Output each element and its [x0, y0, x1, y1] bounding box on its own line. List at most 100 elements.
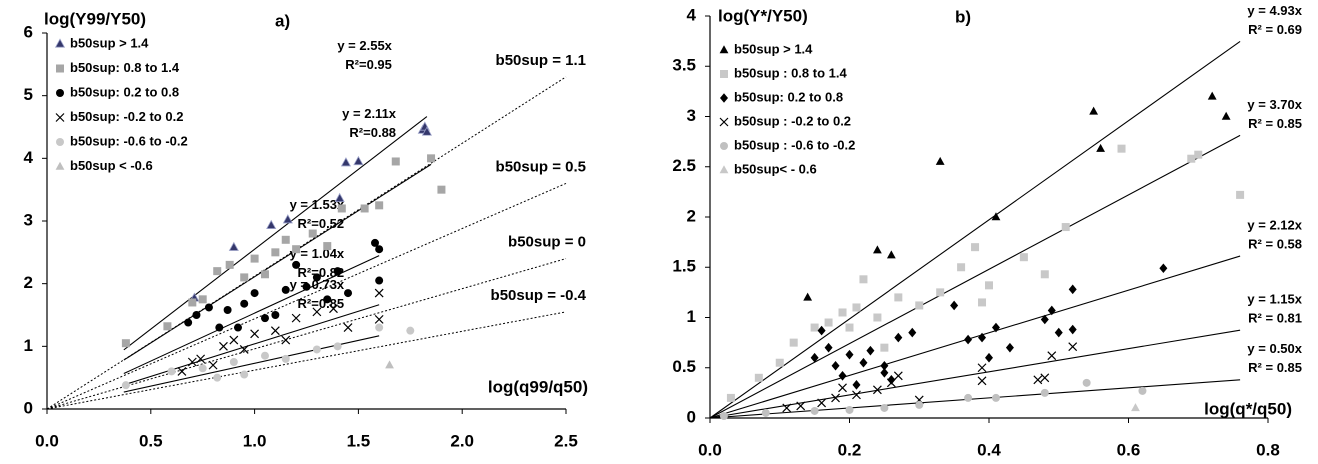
point — [374, 288, 384, 298]
point — [803, 292, 813, 301]
x-tick-label: 0.0 — [698, 440, 722, 459]
y-axis-label: log(Y99/Y50) — [44, 9, 146, 28]
panel-label: b) — [955, 7, 971, 26]
y-tick-label: 3 — [687, 106, 696, 125]
point — [188, 298, 197, 307]
point — [852, 303, 861, 312]
point — [312, 307, 322, 317]
point — [385, 360, 394, 369]
point — [810, 323, 819, 332]
fit-equation: y = 3.70x — [1247, 97, 1302, 112]
legend-label: b50sup: 0.2 to 0.8 — [734, 89, 843, 104]
x-tick-label: 0.4 — [977, 440, 1001, 459]
point — [964, 393, 973, 402]
y-tick-label: 0 — [687, 407, 696, 426]
point — [281, 235, 290, 244]
point — [208, 360, 218, 370]
fit-line — [709, 134, 1241, 419]
point — [312, 273, 321, 282]
fit-r2: R² = 0.85 — [1248, 360, 1302, 375]
point — [340, 157, 352, 167]
reference-label: b50sup = 1.1 — [496, 52, 586, 69]
point — [391, 157, 400, 166]
point — [908, 327, 917, 338]
fit-line — [123, 304, 380, 386]
point — [1054, 327, 1063, 338]
point — [282, 214, 293, 224]
panel-label: a) — [275, 11, 290, 30]
point — [1061, 223, 1070, 232]
point — [1236, 190, 1245, 199]
legend-label: b50sup < -0.6 — [70, 158, 153, 173]
point — [845, 405, 854, 414]
point — [1040, 314, 1049, 325]
point — [229, 358, 238, 366]
legend-marker — [720, 70, 728, 78]
legend-label: b50sup: -0.2 to 0.2 — [70, 109, 183, 124]
point — [167, 367, 176, 376]
point — [824, 318, 833, 327]
point — [1082, 378, 1091, 387]
point — [302, 282, 311, 291]
point — [950, 300, 959, 311]
point — [872, 385, 882, 395]
point — [291, 313, 301, 323]
y-tick-label: 2 — [687, 206, 696, 225]
point — [239, 345, 249, 354]
fit-line — [709, 255, 1241, 419]
point — [1040, 388, 1049, 397]
point — [1089, 106, 1099, 115]
point — [329, 304, 338, 314]
y-tick-label: 1 — [687, 307, 696, 326]
y-tick-label: 4 — [687, 5, 697, 24]
point — [192, 311, 201, 319]
legend-marker — [54, 38, 66, 48]
point — [810, 352, 819, 363]
point — [887, 375, 896, 385]
y-tick-label: 3.5 — [672, 56, 696, 75]
point — [1138, 386, 1147, 395]
point — [371, 238, 380, 247]
fit-r2: R²=0.52 — [298, 216, 345, 231]
y-tick-label: 5 — [24, 85, 33, 104]
point — [1019, 253, 1028, 262]
fit-r2: R²=0.85 — [298, 296, 345, 311]
fit-r2: R²=0.88 — [349, 125, 396, 140]
point — [421, 126, 432, 136]
point — [374, 314, 384, 324]
point — [1047, 351, 1057, 361]
point — [121, 381, 130, 390]
y-tick-label: 2 — [24, 273, 33, 292]
point — [810, 406, 819, 415]
point — [831, 393, 840, 403]
point — [270, 326, 280, 336]
fit-r2: R² = 0.58 — [1248, 237, 1302, 252]
legend-label: b50sup: 0.2 to 0.8 — [70, 84, 179, 99]
point — [228, 241, 239, 251]
fit-line — [123, 116, 428, 351]
point — [334, 192, 345, 203]
point — [427, 154, 436, 163]
point — [223, 305, 232, 314]
point — [782, 403, 792, 413]
point — [977, 376, 987, 386]
point — [873, 245, 882, 254]
point — [845, 323, 854, 332]
point — [333, 267, 342, 276]
point — [936, 288, 945, 297]
point — [893, 371, 903, 381]
point — [817, 325, 826, 336]
reference-line — [46, 311, 567, 410]
x-tick-label: 0.0 — [35, 431, 59, 450]
reference-label: b50sup = -0.4 — [491, 287, 587, 304]
point — [233, 323, 242, 332]
point — [726, 393, 735, 402]
fit-r2: R²=0.82 — [298, 265, 345, 280]
y-tick-label: 1.5 — [672, 257, 696, 276]
legend-label: b50sup : -0.6 to -0.2 — [734, 137, 855, 152]
x-tick-label: 0.6 — [1117, 440, 1141, 459]
point — [353, 155, 364, 166]
point — [225, 260, 234, 269]
x-tick-label: 1.0 — [243, 431, 267, 450]
point — [323, 242, 332, 251]
